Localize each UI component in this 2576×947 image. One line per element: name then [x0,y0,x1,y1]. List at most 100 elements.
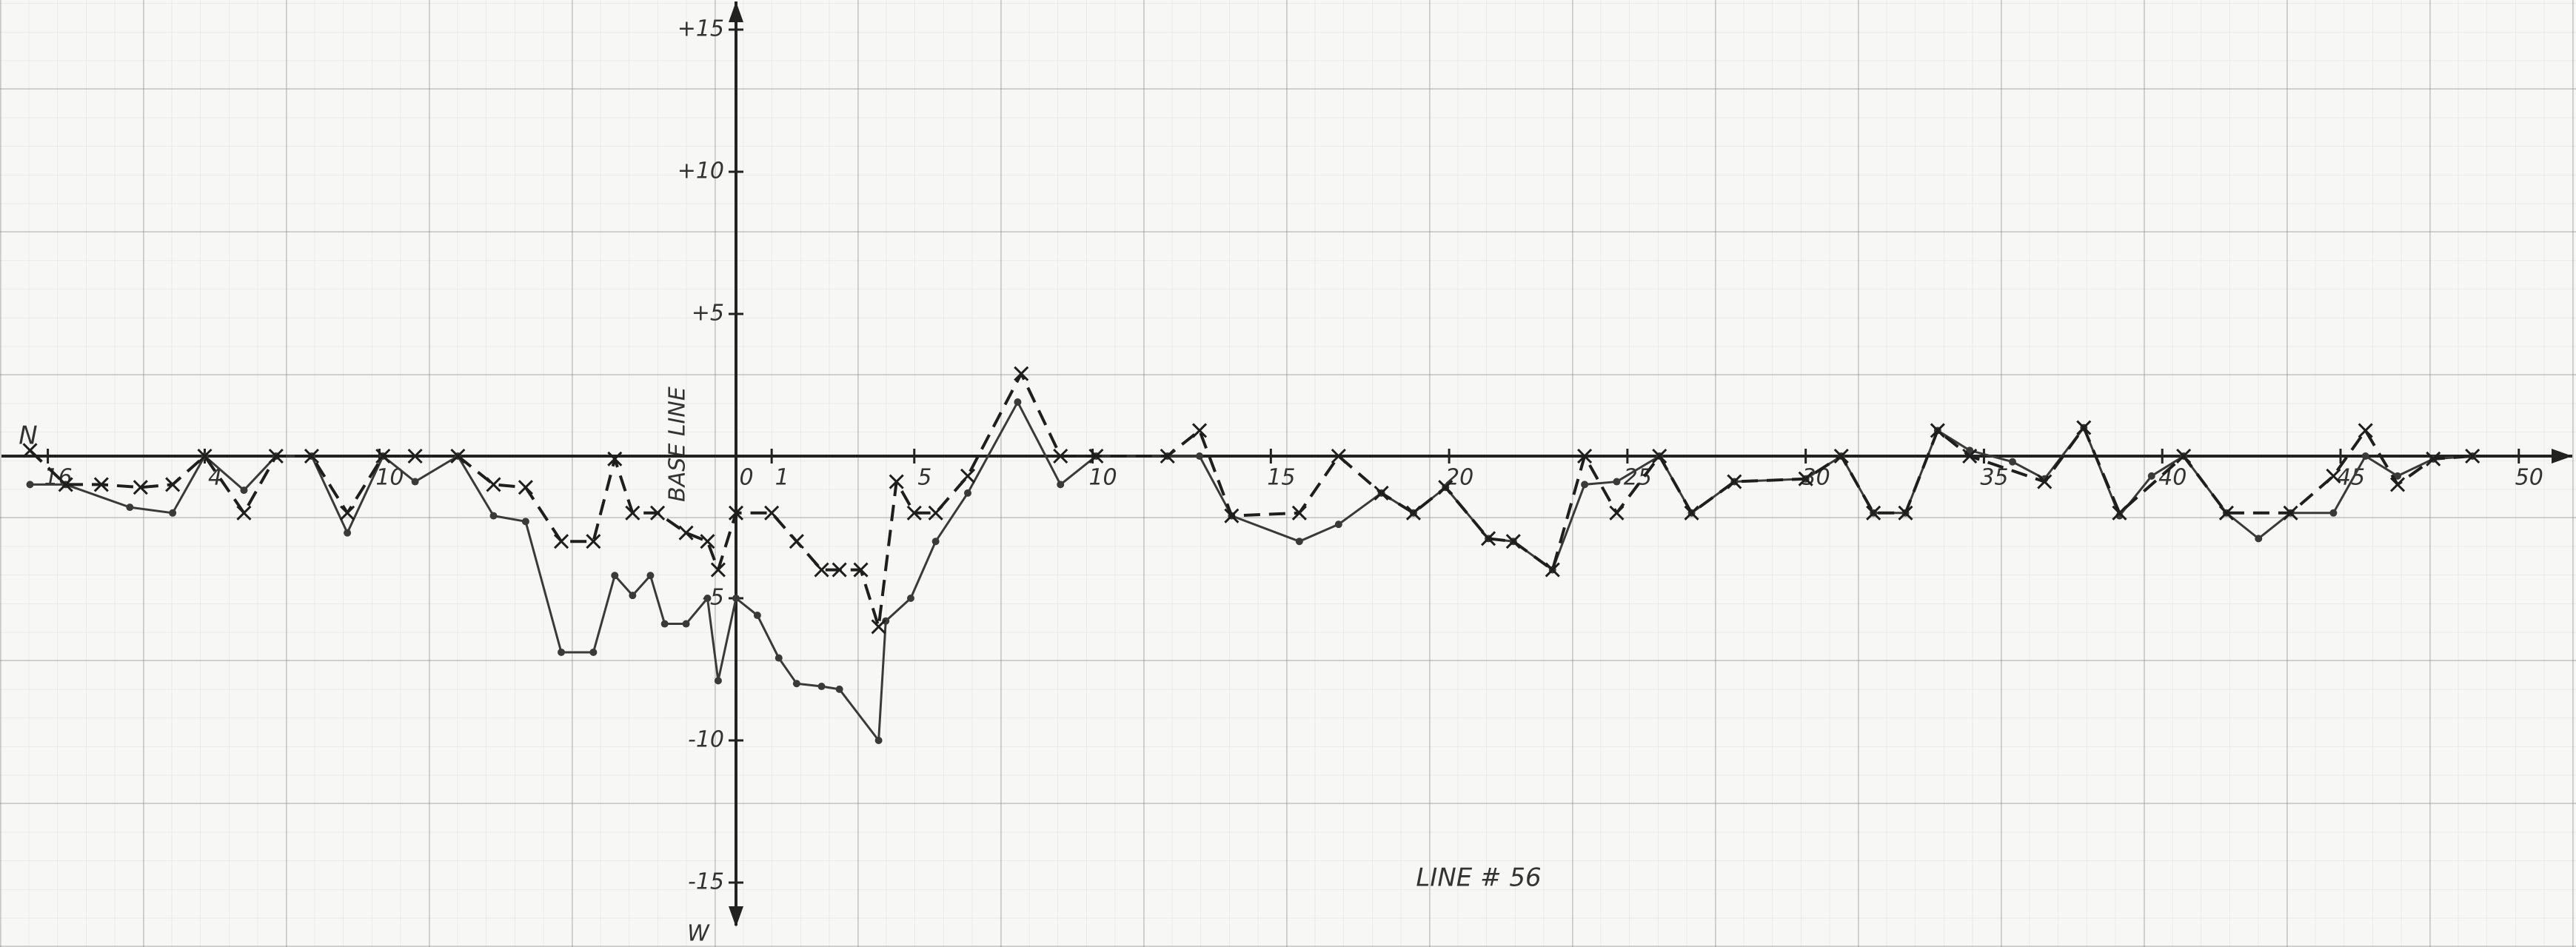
marker [2112,505,2127,521]
marker [1505,534,1521,549]
marker [2358,423,2373,438]
marker [1057,481,1065,489]
marker [629,592,637,600]
marker [553,534,569,549]
y-tick-label: +10 [678,158,724,184]
marker [2218,505,2234,521]
x-tick-label: 5 [917,465,931,491]
marker [1334,521,1342,529]
marker [165,477,181,492]
marker [26,481,34,489]
line [30,401,2473,742]
marker [2255,535,2263,543]
x-tick-label: 1 [775,465,789,491]
marker [1581,481,1589,489]
marker [1088,448,1104,464]
marker [1898,505,1913,521]
marker [1577,448,1593,464]
y-tick-label: -10 [688,727,724,753]
marker [1014,366,1029,381]
marker [450,448,466,464]
marker [521,518,529,526]
x-tick-label: 20 [1445,465,1473,491]
marker [1405,505,1422,521]
marker [814,562,829,578]
annotation: W [687,921,710,947]
marker [964,489,972,497]
marker [1684,505,1699,521]
marker [2329,509,2338,517]
marker [375,448,391,464]
marker [714,677,722,685]
marker [1545,562,1560,578]
marker [1613,478,1621,486]
marker [931,538,940,546]
marker [268,448,284,464]
marker [1652,448,1667,464]
marker [1966,446,1974,455]
marker [1191,423,1208,438]
marker [889,474,904,489]
marker [197,448,213,464]
marker [2147,472,2155,480]
marker [700,534,715,549]
arrow-head [729,906,743,927]
marker [1291,505,1307,521]
marker [906,595,914,602]
marker [1438,480,1453,495]
marker [2283,505,2298,521]
marker [792,680,800,688]
marker [1295,538,1303,546]
marker [558,648,566,656]
marker [2326,468,2341,483]
marker [1833,448,1849,464]
marker [2008,458,2016,466]
marker [1374,485,1389,501]
marker [775,654,783,662]
marker [340,505,355,521]
marker [817,683,826,691]
marker [304,448,320,464]
y-tick-label: -15 [688,869,724,895]
marker [93,477,109,492]
marker [344,529,352,537]
marker [586,534,601,549]
marker [682,620,690,628]
x-tick-label: 35 [1980,465,2008,491]
marker [2361,452,2369,460]
marker [2394,472,2402,480]
marker [1053,448,1068,464]
marker [1609,505,1625,521]
marker [1930,423,1945,438]
marker [2176,448,2192,464]
marker [486,477,501,492]
marker [611,572,619,580]
marker [1160,448,1175,464]
marker [789,534,804,549]
x-tick-label: 45 [2337,465,2365,491]
marker [732,595,740,602]
marker [411,478,419,486]
marker [126,503,134,512]
y-tick-label: +5 [692,301,724,327]
marker [489,512,498,520]
marker [871,619,886,635]
x-tick-label: 15 [1267,465,1295,491]
marker [1798,471,1813,486]
marker [2465,448,2480,464]
chart-title: LINE # 56 [1416,863,1541,893]
marker [133,480,148,495]
marker [646,572,655,580]
marker [2037,474,2053,489]
y-axis-label: BASE LINE [665,387,691,502]
marker [169,509,177,517]
marker [1962,448,1978,464]
marker [607,451,623,466]
marker [2076,420,2092,435]
marker [874,737,883,744]
marker [518,480,533,495]
marker [853,562,869,578]
marker [710,562,726,578]
marker [660,620,669,628]
